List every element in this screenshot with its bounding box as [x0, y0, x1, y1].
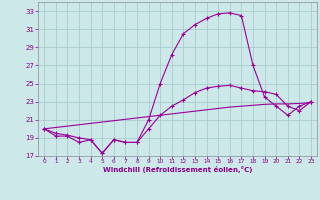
X-axis label: Windchill (Refroidissement éolien,°C): Windchill (Refroidissement éolien,°C)	[103, 166, 252, 173]
